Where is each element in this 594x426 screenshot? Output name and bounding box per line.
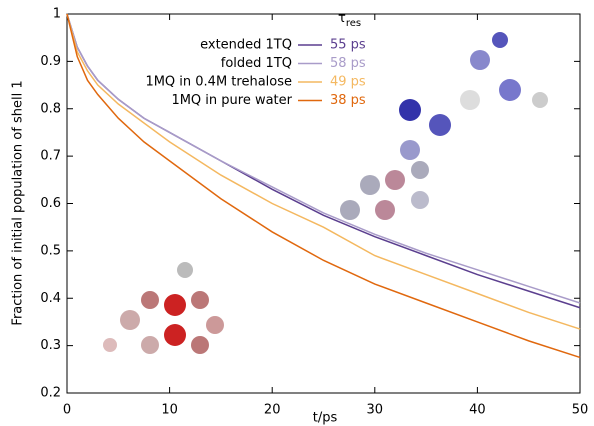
x-tick-label: 30 [367, 403, 384, 418]
legend-title-subscript: res [346, 18, 361, 29]
legend-tau: 38 ps [330, 93, 366, 108]
x-tick-label: 40 [469, 403, 486, 418]
x-tick-label: 0 [63, 403, 71, 418]
molecule-top [340, 32, 548, 220]
series-line [66, 13, 581, 359]
y-tick-label: 0.2 [40, 386, 61, 401]
x-tick-label: 10 [161, 403, 178, 418]
legend-title: τres [338, 11, 361, 30]
y-tick-label: 1 [53, 7, 61, 22]
y-tick-label: 0.5 [40, 243, 61, 258]
x-tick-label: 50 [572, 403, 589, 418]
legend-label: folded 1TQ [221, 56, 292, 71]
legend-label: extended 1TQ [200, 38, 292, 53]
y-tick-label: 0.3 [40, 338, 61, 353]
series-line [66, 13, 581, 309]
series-line [66, 13, 581, 304]
y-tick-label: 0.6 [40, 196, 61, 211]
legend-tau: 55 ps [330, 38, 366, 53]
y-tick-label: 0.9 [40, 54, 61, 69]
x-axis-label: t/ps [313, 411, 338, 426]
y-tick-label: 0.4 [40, 291, 61, 306]
legend-label: 1MQ in pure water [171, 93, 292, 108]
x-tick-label: 20 [264, 403, 281, 418]
series-line [66, 13, 581, 330]
molecule-bottom [103, 262, 224, 354]
legend-title-symbol: τ [338, 11, 346, 26]
legend-label: 1MQ in 0.4M trehalose [145, 75, 292, 90]
y-tick-label: 0.8 [40, 101, 61, 116]
y-tick-label: 0.7 [40, 149, 61, 164]
legend-tau: 58 ps [330, 56, 366, 71]
y-axis-label: Fraction of initial population of shell … [11, 80, 26, 325]
plot-frame [66, 13, 581, 394]
legend-tau: 49 ps [330, 75, 366, 90]
